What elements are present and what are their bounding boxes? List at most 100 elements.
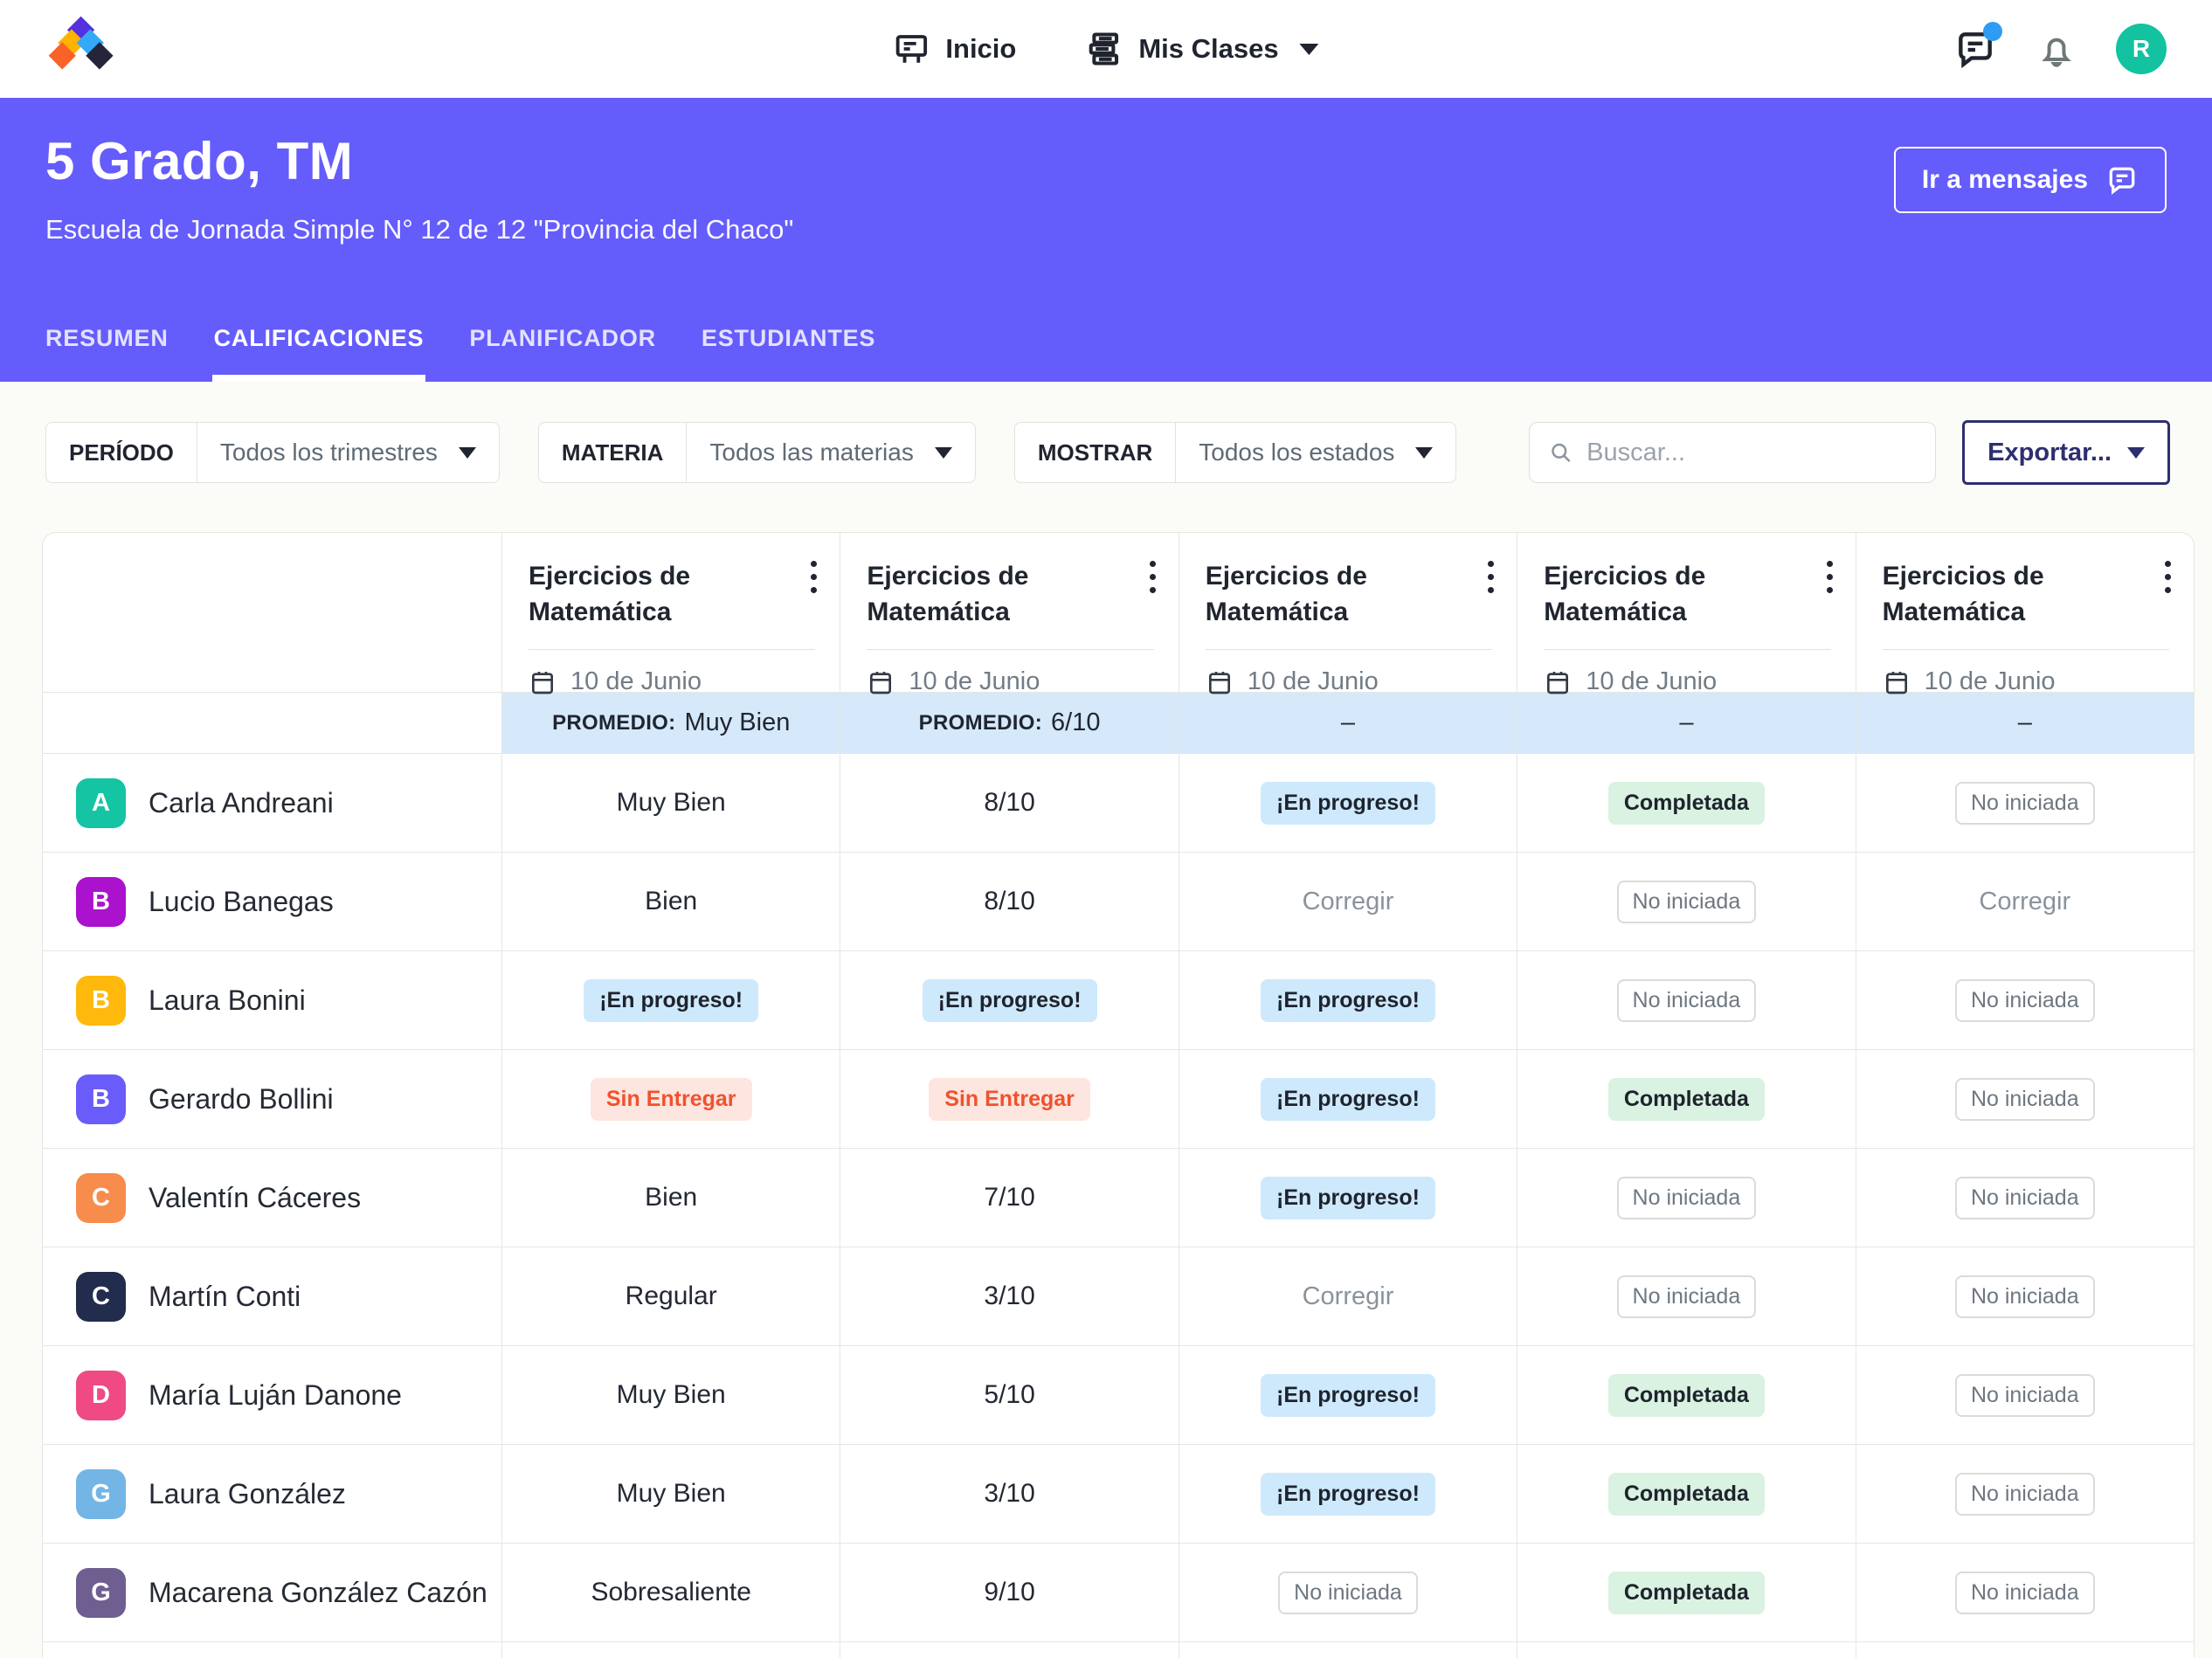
grade-cell[interactable]: 8/10 xyxy=(840,852,1179,950)
student-row[interactable]: B Laura Bonini xyxy=(43,950,501,1049)
status-cell[interactable]: ¡En progreso! xyxy=(840,950,1179,1049)
avatar: G xyxy=(76,1567,126,1618)
grade-cell[interactable]: Sobresaliente xyxy=(501,1543,840,1641)
status-cell[interactable]: Sin Entregar xyxy=(501,1049,840,1148)
status-cell[interactable]: Completada xyxy=(1517,1049,1856,1148)
status-badge: No iniciada xyxy=(1616,1275,1757,1318)
student-row[interactable]: D María Luján Danone xyxy=(43,1345,501,1444)
nav-item-inicio[interactable]: Inicio xyxy=(893,31,1016,67)
user-avatar[interactable]: R xyxy=(2116,24,2167,74)
column-menu-icon[interactable] xyxy=(1146,557,1159,597)
partial-row-cell xyxy=(1178,1641,1517,1658)
go-to-messages-button[interactable]: Ir a mensajes xyxy=(1893,147,2167,213)
column-menu-icon[interactable] xyxy=(807,557,820,597)
assignment-title[interactable]: Ejercicios de Matemática xyxy=(1544,562,1706,626)
grade-cell[interactable]: Muy Bien xyxy=(501,1444,840,1543)
column-menu-icon[interactable] xyxy=(1823,557,1836,597)
status-cell[interactable]: No iniciada xyxy=(1855,753,2194,852)
promedio-value: – xyxy=(2017,708,2032,736)
board-icon xyxy=(895,35,928,63)
status-cell[interactable]: No iniciada xyxy=(1517,852,1856,950)
partial-row-cell xyxy=(501,1641,840,1658)
tab-estudiantes[interactable]: ESTUDIANTES xyxy=(701,325,876,351)
tab-planificador[interactable]: PLANIFICADOR xyxy=(469,325,656,351)
period-filter-select[interactable]: Todos los trimestres xyxy=(197,423,499,482)
grade-cell[interactable]: 9/10 xyxy=(840,1543,1179,1641)
student-row[interactable]: G Macarena González Cazón xyxy=(43,1543,501,1641)
chevron-down-icon xyxy=(1299,43,1319,55)
student-row[interactable]: B Gerardo Bollini xyxy=(43,1049,501,1148)
status-cell[interactable]: Corregir xyxy=(1178,852,1517,950)
status-cell[interactable]: Corregir xyxy=(1178,1247,1517,1345)
status-cell[interactable]: Completada xyxy=(1517,1345,1856,1444)
status-cell[interactable]: ¡En progreso! xyxy=(1178,1148,1517,1247)
student-row[interactable]: C Valentín Cáceres xyxy=(43,1148,501,1247)
search-box xyxy=(1529,422,1937,483)
subject-filter: MATERIA Todos las materias xyxy=(537,422,976,483)
tab-resumen[interactable]: RESUMEN xyxy=(45,325,169,351)
status-cell[interactable]: No iniciada xyxy=(1855,1444,2194,1543)
status-cell[interactable]: ¡En progreso! xyxy=(1178,1049,1517,1148)
status-cell[interactable]: No iniciada xyxy=(1855,1049,2194,1148)
status-filter-value: Todos los estados xyxy=(1199,439,1395,466)
grade-cell[interactable]: Bien xyxy=(501,852,840,950)
grade-cell[interactable]: Regular xyxy=(501,1247,840,1345)
grade-cell[interactable]: 8/10 xyxy=(840,753,1179,852)
grade-cell[interactable]: 3/10 xyxy=(840,1444,1179,1543)
nav-item-mis-clases[interactable]: Mis Clases xyxy=(1084,30,1319,68)
status-cell[interactable]: ¡En progreso! xyxy=(1178,1444,1517,1543)
assignment-title[interactable]: Ejercicios de Matemática xyxy=(1882,562,2044,626)
student-row[interactable]: C Martín Conti xyxy=(43,1247,501,1345)
status-cell[interactable]: ¡En progreso! xyxy=(1178,950,1517,1049)
status-cell[interactable]: Sin Entregar xyxy=(840,1049,1179,1148)
status-cell[interactable]: No iniciada xyxy=(1517,1148,1856,1247)
assignment-column-header: Ejercicios de Matemática 10 de Junio xyxy=(501,533,840,695)
grade-cell[interactable]: 5/10 xyxy=(840,1345,1179,1444)
app-logo-icon[interactable] xyxy=(45,12,117,86)
student-row[interactable]: B Lucio Banegas xyxy=(43,852,501,950)
student-row[interactable]: A Carla Andreani xyxy=(43,753,501,852)
search-input[interactable] xyxy=(1586,438,1917,467)
status-cell[interactable]: Completada xyxy=(1517,1444,1856,1543)
status-cell[interactable]: ¡En progreso! xyxy=(501,950,840,1049)
subject-filter-select[interactable]: Todos las materias xyxy=(687,423,974,482)
status-cell[interactable]: Completada xyxy=(1517,1543,1856,1641)
export-button[interactable]: Exportar... xyxy=(1962,420,2170,485)
tab-calificaciones[interactable]: CALIFICACIONES xyxy=(211,325,426,382)
column-menu-icon[interactable] xyxy=(2161,557,2174,597)
status-badge: ¡En progreso! xyxy=(1261,1373,1435,1417)
assignment-title[interactable]: Ejercicios de Matemática xyxy=(529,562,691,626)
status-cell[interactable]: No iniciada xyxy=(1517,950,1856,1049)
subject-filter-label: MATERIA xyxy=(539,423,688,482)
divider xyxy=(529,649,816,650)
assignment-title[interactable]: Ejercicios de Matemática xyxy=(1205,562,1367,626)
notifications-button[interactable] xyxy=(2036,28,2077,70)
grade-cell[interactable]: Bien xyxy=(501,1148,840,1247)
class-tabs: RESUMEN CALIFICACIONES PLANIFICADOR ESTU… xyxy=(45,325,875,382)
calendar-icon xyxy=(870,671,892,694)
assignment-title[interactable]: Ejercicios de Matemática xyxy=(867,562,1029,626)
grade-cell[interactable]: 7/10 xyxy=(840,1148,1179,1247)
messages-icon-button[interactable] xyxy=(1953,22,2002,71)
grade-cell[interactable]: 3/10 xyxy=(840,1247,1179,1345)
status-filter-select[interactable]: Todos los estados xyxy=(1176,423,1455,482)
corner-cell xyxy=(43,533,501,692)
grade-cell[interactable]: Muy Bien xyxy=(501,1345,840,1444)
student-name: Gerardo Bollini xyxy=(149,1082,334,1115)
status-cell[interactable]: No iniciada xyxy=(1855,950,2194,1049)
student-row[interactable]: G Laura González xyxy=(43,1444,501,1543)
status-badge: Sin Entregar xyxy=(929,1077,1090,1121)
status-cell[interactable]: Completada xyxy=(1517,753,1856,852)
status-cell[interactable]: ¡En progreso! xyxy=(1178,1345,1517,1444)
calendar-icon xyxy=(1208,671,1230,694)
column-menu-icon[interactable] xyxy=(1484,557,1497,597)
status-cell[interactable]: No iniciada xyxy=(1855,1247,2194,1345)
status-cell[interactable]: No iniciada xyxy=(1517,1247,1856,1345)
status-cell[interactable]: No iniciada xyxy=(1855,1148,2194,1247)
status-cell[interactable]: No iniciada xyxy=(1178,1543,1517,1641)
status-cell[interactable]: No iniciada xyxy=(1855,1543,2194,1641)
status-cell[interactable]: ¡En progreso! xyxy=(1178,753,1517,852)
status-cell[interactable]: No iniciada xyxy=(1855,1345,2194,1444)
status-cell[interactable]: Corregir xyxy=(1855,852,2194,950)
grade-cell[interactable]: Muy Bien xyxy=(501,753,840,852)
